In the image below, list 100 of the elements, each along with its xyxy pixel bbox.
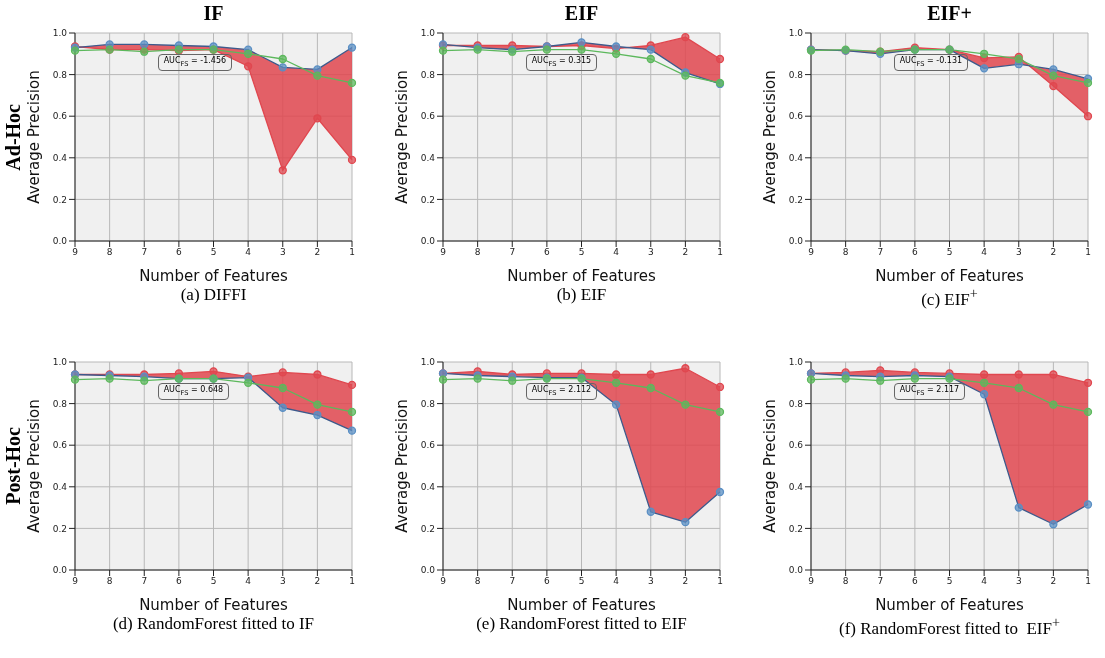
y-tick-label: 0.2 <box>788 194 803 205</box>
x-tick-label: 3 <box>647 576 654 587</box>
x-tick-label: 3 <box>1015 247 1022 258</box>
y-tick-label: 0.8 <box>420 398 436 409</box>
x-tick-label: 7 <box>509 576 516 587</box>
y-tick-label: 1.0 <box>788 357 804 368</box>
x-tick-label: 9 <box>440 576 447 587</box>
x-tick-label: 2 <box>682 247 689 258</box>
x-tick-label: 3 <box>279 247 286 258</box>
y-tick-label: 0.4 <box>788 481 804 492</box>
x-tick-label: 1 <box>349 576 355 587</box>
annotation: AUC$_{FS}$ = 2.112 <box>525 383 598 400</box>
annotation: AUC$_{FS}$ = -0.131 <box>893 54 969 71</box>
x-axis-title: Number of Features <box>507 596 657 614</box>
y-tick-label: 1.0 <box>788 28 804 39</box>
x-tick-label: 5 <box>578 247 585 258</box>
y-tick-label: 0.0 <box>420 236 436 247</box>
text: Ad-Hoc <box>2 103 25 171</box>
y-tick-label: 0.6 <box>788 440 804 451</box>
x-tick-label: 6 <box>544 576 551 587</box>
x-tick-label: 5 <box>578 576 585 587</box>
y-tick-label: 0.6 <box>788 111 804 122</box>
y-tick-label: 0.0 <box>52 565 68 576</box>
x-axis-title: Number of Features <box>875 596 1025 614</box>
x-tick-label: 6 <box>176 247 183 258</box>
x-tick-label: 6 <box>176 576 183 587</box>
x-tick-label: 8 <box>474 247 481 258</box>
x-tick-label: 2 <box>314 247 321 258</box>
x-tick-label: 8 <box>106 247 113 258</box>
y-tick-label: 0.0 <box>788 236 804 247</box>
x-axis-title: Number of Features <box>139 596 289 614</box>
x-tick-label: 1 <box>717 247 723 258</box>
x-tick-label: 9 <box>440 247 447 258</box>
y-tick-label: 0.0 <box>788 565 804 576</box>
text: (b) EIF <box>555 285 608 305</box>
y-tick-label: 0.8 <box>788 398 804 409</box>
y-tick-label: 0.8 <box>788 69 804 80</box>
x-tick-label: 2 <box>682 576 689 587</box>
annotation: AUC$_{FS}$ = 2.117 <box>893 383 966 400</box>
y-tick-label: 0.2 <box>52 194 67 205</box>
y-axis-title: Average Precision <box>761 399 780 533</box>
x-tick-label: 3 <box>279 576 286 587</box>
y-tick-label: 0.2 <box>52 523 67 534</box>
x-axis-title: Number of Features <box>139 267 289 285</box>
chart-title: IF <box>202 2 225 25</box>
x-tick-label: 8 <box>842 576 849 587</box>
annotation: AUC$_{FS}$ = -1.456 <box>157 54 233 71</box>
y-tick-label: 0.6 <box>420 111 436 122</box>
x-tick-label: 8 <box>474 576 481 587</box>
y-axis-title: Average Precision <box>393 399 412 533</box>
chart-title: EIF <box>563 2 600 25</box>
text: (c) EIF$^{+}$ <box>920 285 979 310</box>
text: (a) DIFFI <box>179 285 248 305</box>
y-tick-label: 0.4 <box>420 481 436 492</box>
y-tick-label: 0.2 <box>420 523 435 534</box>
y-tick-label: 0.4 <box>788 153 804 163</box>
x-tick-label: 1 <box>1085 576 1091 587</box>
x-tick-label: 4 <box>981 576 988 587</box>
y-tick-label: 0.2 <box>420 194 435 205</box>
text: (e) RandomForest fitted to EIF <box>475 614 688 634</box>
y-tick-label: 0.8 <box>52 69 68 80</box>
x-tick-label: 4 <box>613 247 620 258</box>
x-tick-label: 4 <box>245 247 252 258</box>
y-tick-label: 0.0 <box>420 565 436 576</box>
x-tick-label: 7 <box>141 576 148 587</box>
annotation: AUC$_{FS}$ = 0.648 <box>157 383 230 400</box>
x-tick-label: 7 <box>509 247 516 258</box>
y-axis-title: Average Precision <box>393 70 412 204</box>
x-tick-label: 9 <box>72 576 79 587</box>
x-tick-label: 7 <box>141 247 148 258</box>
y-tick-label: 1.0 <box>52 28 68 39</box>
y-axis-title: Average Precision <box>25 70 44 204</box>
y-tick-label: 0.4 <box>420 153 436 163</box>
x-tick-label: 5 <box>210 576 217 587</box>
y-tick-label: 1.0 <box>420 357 436 368</box>
y-tick-label: 0.0 <box>52 236 68 247</box>
x-tick-label: 9 <box>808 576 815 587</box>
x-tick-label: 5 <box>946 576 953 587</box>
x-tick-label: 2 <box>314 576 321 587</box>
x-tick-label: 9 <box>72 247 79 258</box>
x-axis-title: Number of Features <box>875 267 1025 285</box>
x-tick-label: 1 <box>349 247 355 258</box>
y-tick-label: 0.8 <box>420 69 436 80</box>
y-tick-label: 0.2 <box>788 523 803 534</box>
text: (f) RandomForest fitted to EIF$^{+}$ <box>838 614 1061 639</box>
x-tick-label: 8 <box>106 576 113 587</box>
y-tick-label: 0.8 <box>52 398 68 409</box>
text: Post-Hoc <box>2 427 25 505</box>
y-tick-label: 0.6 <box>420 440 436 451</box>
x-tick-label: 2 <box>1050 576 1057 587</box>
y-tick-label: 0.6 <box>52 440 68 451</box>
x-tick-label: 7 <box>877 576 884 587</box>
x-tick-label: 7 <box>877 247 884 258</box>
y-tick-label: 0.4 <box>52 153 68 163</box>
x-tick-label: 4 <box>981 247 988 258</box>
text: (d) RandomForest fitted to IF <box>111 614 316 634</box>
x-tick-label: 5 <box>210 247 217 258</box>
x-axis-title: Number of Features <box>507 267 657 285</box>
x-tick-label: 6 <box>912 247 919 258</box>
y-axis-title: Average Precision <box>25 399 44 533</box>
